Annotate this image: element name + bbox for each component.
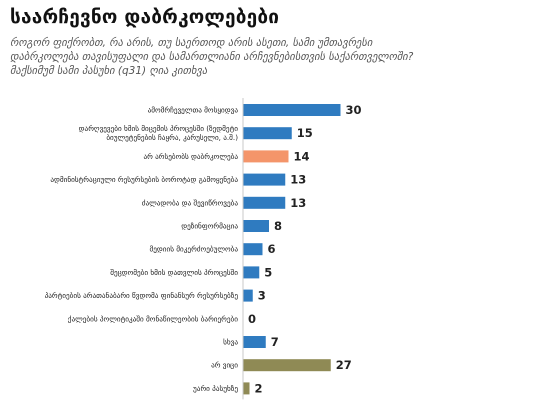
data-label: 13 <box>290 173 306 187</box>
data-label: 2 <box>255 381 263 395</box>
data-label: 14 <box>294 149 310 163</box>
bar <box>243 382 250 395</box>
category-label: დეზინფორმაცია <box>181 222 238 231</box>
data-label: 13 <box>290 196 306 210</box>
category-label: პარტიების არათანაბარი წვდომა ფინანსურ რე… <box>45 291 239 300</box>
data-label: 7 <box>271 335 279 349</box>
chart-subtitle: როგორ ფიქრობთ, რა არის, თუ საერთოდ არის … <box>10 36 440 78</box>
category-label: ქალების პოლიტიკაში მონაწილეობის ბარიერებ… <box>68 314 238 323</box>
bar <box>243 243 263 256</box>
data-label: 30 <box>346 103 362 117</box>
bar <box>243 150 289 163</box>
category-label: მედიის მიკერძოებულობა <box>150 245 239 254</box>
category-label: ძალადობა და შევიწროვება <box>142 198 239 207</box>
data-label: 5 <box>264 265 272 279</box>
category-label: სხვა <box>223 338 238 347</box>
subtitle-line: მაქსიმუმ სამი პასუხი (q31) ღია კითხვა <box>10 65 208 77</box>
category-label: შეცდომები ხმის დათვლის პროცესში <box>110 268 238 277</box>
subtitle-line: როგორ ფიქრობთ, რა არის, თუ საერთოდ არის … <box>10 37 373 49</box>
bar <box>243 173 286 186</box>
category-label: უარი პასუხზე <box>193 384 238 393</box>
bar <box>243 127 292 140</box>
category-label: ამომრჩეველთა მოსყიდვა <box>148 106 239 115</box>
category-label: არ ვიცი <box>211 361 238 370</box>
category-label: ბიულეტენების ჩაყრა, კარუსელი, ა.შ.) <box>106 133 238 142</box>
data-label: 15 <box>297 126 313 140</box>
bar <box>243 196 286 209</box>
data-label: 3 <box>258 289 266 303</box>
bar <box>243 359 331 372</box>
category-label: ადმინისტრაციული რესურსების ბოროტად გამოყ… <box>50 175 238 184</box>
data-label: 8 <box>274 219 282 233</box>
data-label: 27 <box>336 358 352 372</box>
bar <box>243 289 253 302</box>
data-label: 6 <box>268 242 276 256</box>
bar <box>243 336 266 348</box>
category-label: დარღვევები ხმის მიცემის პროცესში (ზედმეტ… <box>79 124 239 133</box>
bar <box>243 104 341 116</box>
bar <box>243 266 260 279</box>
subtitle-line: დაბრკოლება თავისუფალი და სამართლიანი არჩ… <box>10 51 414 63</box>
category-label: არ არსებობს დაბრკოლება <box>143 152 238 161</box>
chart-title: საარჩევნო დაბრკოლებები <box>10 6 280 28</box>
bar <box>243 220 269 232</box>
data-label: 0 <box>248 312 256 326</box>
